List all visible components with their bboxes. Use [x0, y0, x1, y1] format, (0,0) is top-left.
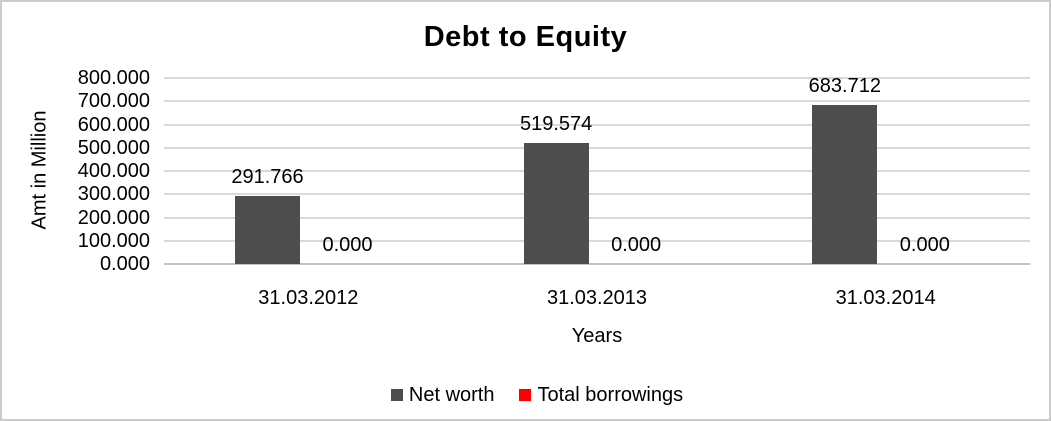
- y-tick-label: 400.000: [77, 160, 150, 182]
- x-category-label: 31.03.2014: [835, 287, 936, 309]
- y-tick-label: 0.000: [99, 253, 150, 275]
- gridline: [164, 123, 1030, 126]
- legend-item-total-borrowings: Total borrowings: [519, 384, 683, 406]
- legend-label: Total borrowings: [537, 384, 684, 406]
- bar-net-worth: [812, 105, 878, 264]
- legend-label: Net worth: [408, 384, 495, 406]
- x-axis-line: [164, 263, 1030, 265]
- gridline: [164, 146, 1030, 149]
- gridline: [164, 216, 1030, 219]
- y-tick-label: 800.000: [77, 67, 150, 89]
- value-label-total-borrowings: 0.000: [322, 234, 373, 256]
- value-label-net-worth: 519.574: [520, 113, 593, 136]
- gridline: [164, 239, 1030, 242]
- y-tick-label: 200.000: [77, 206, 150, 229]
- legend: Net worth Total borrowings: [2, 384, 1049, 406]
- value-label-net-worth: 291.766: [231, 166, 304, 189]
- gridline: [164, 100, 1030, 103]
- gridline: [164, 170, 1030, 172]
- y-tick-label: 100.000: [77, 229, 150, 252]
- x-category-label: 31.03.2013: [546, 287, 648, 309]
- value-label-total-borrowings: 0.000: [611, 234, 662, 256]
- legend-swatch-total-borrowings: [519, 389, 532, 401]
- value-label-net-worth: 683.712: [808, 75, 881, 98]
- value-label-total-borrowings: 0.000: [899, 234, 950, 256]
- x-axis-title: Years: [571, 325, 623, 347]
- gridline: [164, 193, 1030, 196]
- y-tick-label: 300.000: [77, 183, 150, 206]
- bar-net-worth: [523, 143, 589, 264]
- y-tick-label: 600.000: [77, 113, 150, 136]
- y-tick-label: 700.000: [77, 90, 150, 113]
- legend-item-net-worth: Net worth: [390, 384, 495, 406]
- y-tick-label: 500.000: [77, 136, 150, 159]
- legend-swatch-net-worth: [390, 389, 403, 401]
- chart-title: Debt to Equity: [423, 21, 628, 53]
- x-category-label: 31.03.2012: [258, 287, 359, 309]
- gridline: [164, 77, 1030, 79]
- bar-net-worth: [235, 196, 300, 264]
